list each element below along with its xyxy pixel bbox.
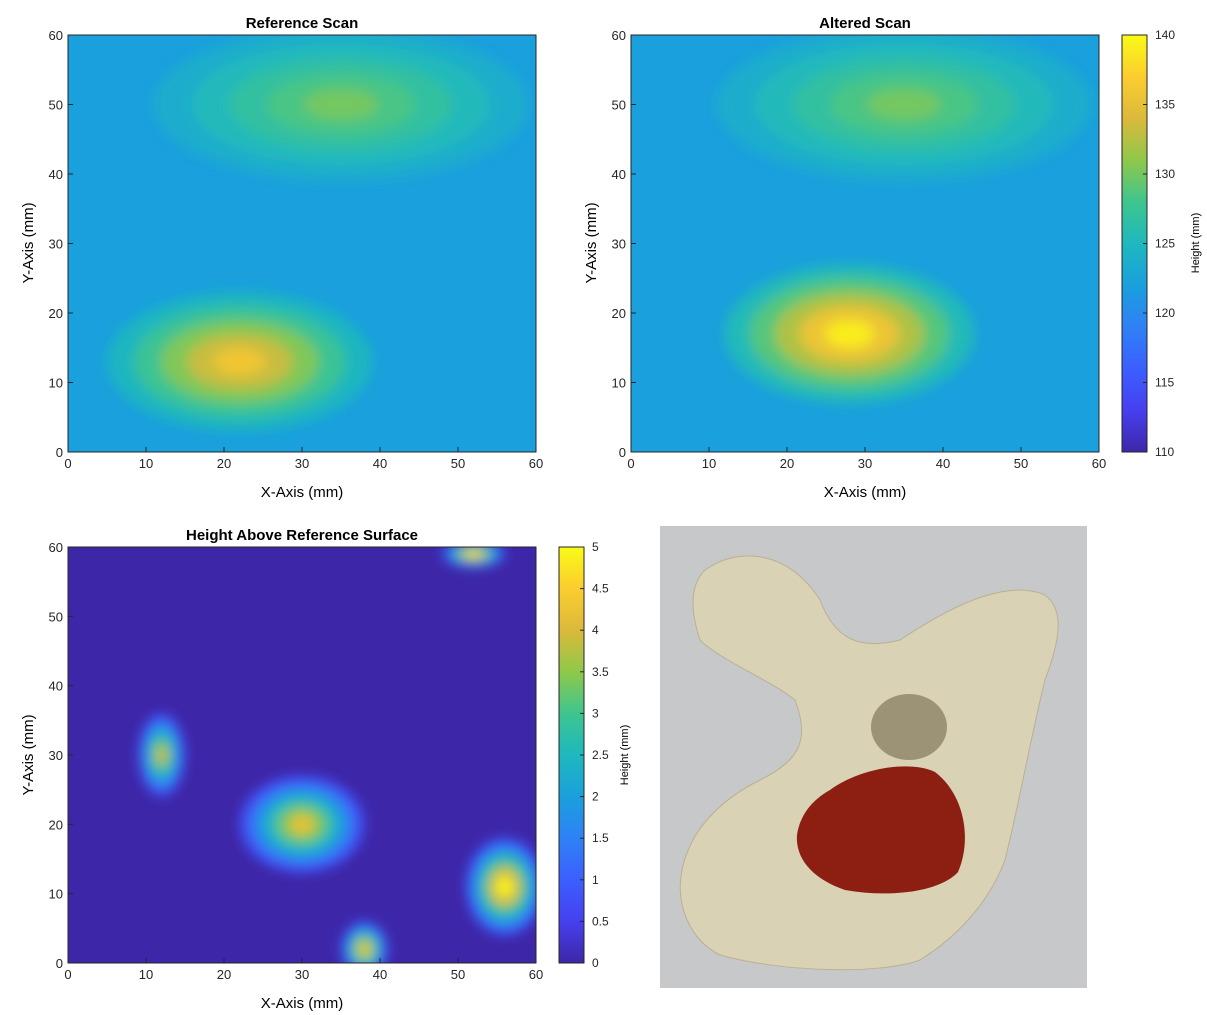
- colorbar: 110 115 120 125 130 135 140 Height (mm): [1121, 28, 1202, 459]
- colorbar-tick-label: 120: [1155, 306, 1175, 320]
- heatmap-region: [866, 89, 942, 120]
- y-tick-label: 60: [49, 28, 63, 43]
- colorbar-tick-label: 3: [592, 706, 599, 720]
- x-tick-label: 0: [627, 456, 634, 471]
- y-tick-label: 60: [612, 28, 626, 43]
- colorbar-tick-label: 110: [1155, 445, 1174, 459]
- y-axis-label: Y-Axis (mm): [20, 202, 37, 283]
- y-tick-label: 30: [49, 237, 63, 252]
- chart-title: Reference Scan: [246, 15, 359, 32]
- y-tick-label: 20: [612, 306, 626, 321]
- y-tick-label: 50: [49, 98, 63, 113]
- x-tick-label: 60: [529, 456, 543, 471]
- colorbar-tick-label: 130: [1155, 167, 1175, 181]
- colorbar: 0 0.5 1 1.5 2 2.5 3 3.5 4 4.5 5 Height (mm): [558, 540, 631, 970]
- x-tick-label: 10: [702, 456, 716, 471]
- x-tick-label: 20: [217, 456, 231, 471]
- panel-reference-scan: Reference Scan 0 10 20 30 40 50 60 0 10 20 30 40 50…: [20, 15, 543, 501]
- y-tick-label: 30: [612, 237, 626, 252]
- y-tick-label: 0: [56, 956, 63, 971]
- y-tick-label: 10: [49, 887, 63, 902]
- colorbar-label: Height (mm): [619, 725, 631, 786]
- colorbar-gradient: [1121, 34, 1148, 453]
- x-tick-label: 50: [1014, 456, 1028, 471]
- y-tick-label: 50: [49, 609, 63, 624]
- colorbar-tick-label: 3.5: [592, 665, 609, 679]
- y-tick-label: 40: [49, 167, 63, 182]
- colorbar-tick-label: 4.5: [592, 582, 609, 596]
- y-tick-label: 10: [612, 376, 626, 391]
- y-axis-label: Y-Axis (mm): [20, 714, 37, 795]
- heatmap-region: [467, 551, 480, 557]
- x-tick-label: 20: [217, 967, 231, 982]
- y-tick-label: 0: [56, 445, 63, 460]
- x-axis-label: X-Axis (mm): [261, 484, 344, 501]
- x-tick-label: 30: [858, 456, 872, 471]
- heatmap-background: [68, 547, 536, 963]
- colorbar-tick-label: 125: [1155, 237, 1175, 251]
- colorbar-tick-label: 1: [592, 873, 599, 887]
- colorbar-tick-label: 115: [1155, 376, 1174, 390]
- heatmap-region: [289, 814, 315, 835]
- heatmap-region: [359, 943, 370, 955]
- x-tick-label: 50: [451, 456, 465, 471]
- x-tick-label: 30: [295, 456, 309, 471]
- y-tick-label: 60: [49, 540, 63, 555]
- y-tick-label: 40: [49, 679, 63, 694]
- x-tick-label: 60: [1092, 456, 1106, 471]
- y-tick-label: 30: [49, 748, 63, 763]
- y-tick-label: 0: [619, 445, 626, 460]
- x-tick-label: 10: [139, 967, 153, 982]
- x-axis-label: X-Axis (mm): [824, 484, 907, 501]
- x-tick-label: 0: [64, 456, 71, 471]
- x-tick-label: 40: [373, 456, 387, 471]
- chart-title: Height Above Reference Surface: [186, 527, 418, 544]
- panel-height-above-reference: Height Above Reference Surface 0 10 20 30 40…: [20, 527, 631, 1012]
- heatmap-plot-area: [631, 35, 1099, 452]
- heatmap-region: [303, 89, 379, 120]
- heatmap-plot-area: [68, 35, 536, 452]
- colorbar-tick-label: 0.5: [592, 914, 609, 928]
- y-tick-label: 10: [49, 376, 63, 391]
- heatmap-region: [497, 877, 513, 897]
- colorbar-tick-label: 135: [1155, 98, 1175, 112]
- heatmap-plot-area: [68, 547, 536, 963]
- x-tick-label: 20: [780, 456, 794, 471]
- colorbar-tick-label: 5: [592, 540, 599, 554]
- x-tick-label: 30: [295, 967, 309, 982]
- colorbar-tick-label: 2.5: [592, 748, 609, 762]
- y-tick-label: 40: [612, 167, 626, 182]
- red-lesion-patch: [796, 766, 965, 894]
- heatmap-region: [213, 347, 267, 376]
- y-axis-label: Y-Axis (mm): [583, 202, 600, 283]
- heatmap-region: [824, 319, 875, 348]
- y-tick-label: 20: [49, 306, 63, 321]
- colorbar-tick-label: 0: [592, 956, 599, 970]
- y-tick-label: 20: [49, 817, 63, 832]
- bone-plug-circle: [871, 694, 947, 760]
- x-axis-label: X-Axis (mm): [261, 995, 344, 1012]
- x-tick-label: 50: [451, 967, 465, 982]
- colorbar-tick-label: 2: [592, 790, 599, 804]
- x-tick-label: 60: [529, 967, 543, 982]
- x-tick-label: 0: [64, 967, 71, 982]
- x-tick-label: 40: [373, 967, 387, 982]
- bone-model-shape: [679, 555, 1059, 971]
- heatmap-region: [156, 746, 167, 764]
- x-tick-label: 40: [936, 456, 950, 471]
- colorbar-label: Height (mm): [1190, 213, 1202, 274]
- colorbar-tick-label: 140: [1155, 28, 1175, 42]
- colorbar-tick-label: 1.5: [592, 831, 609, 845]
- y-tick-label: 50: [612, 98, 626, 113]
- colorbar-tick-label: 4: [592, 623, 599, 637]
- bone-model-photo: [660, 526, 1087, 988]
- x-tick-label: 10: [139, 456, 153, 471]
- panel-altered-scan: Altered Scan 0 10 20 30 40 50 60 0 10 20 30 40 50 60…: [583, 15, 1202, 501]
- chart-title: Altered Scan: [819, 15, 911, 32]
